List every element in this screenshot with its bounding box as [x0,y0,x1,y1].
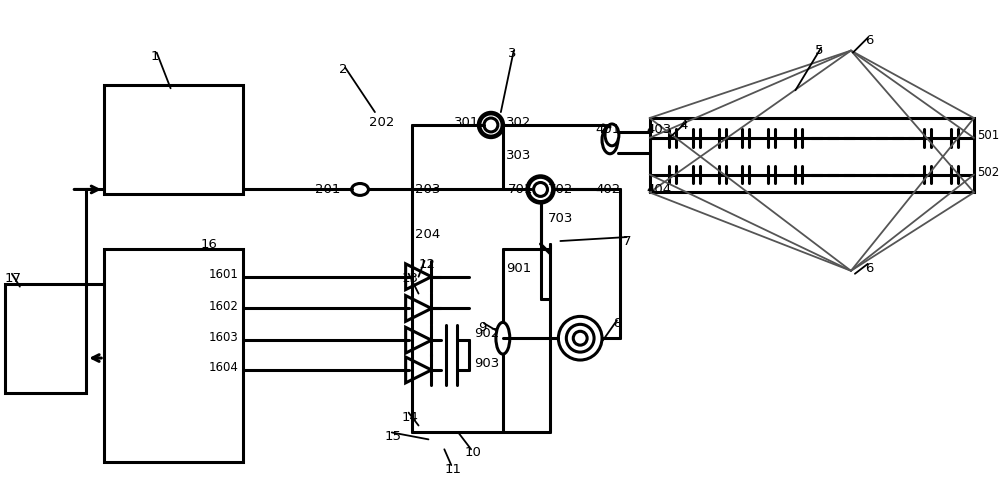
Text: 301: 301 [454,116,480,129]
Text: 5: 5 [815,43,824,57]
Text: 7: 7 [623,235,631,247]
Circle shape [534,183,547,197]
Bar [650,119,974,193]
Text: 1: 1 [151,49,159,62]
Text: 203: 203 [415,182,440,195]
Ellipse shape [605,125,619,146]
Text: 903: 903 [474,356,499,369]
Circle shape [484,119,498,133]
Text: 204: 204 [415,228,440,241]
Bar [104,86,243,195]
Ellipse shape [602,127,618,154]
Text: 1601: 1601 [208,267,238,280]
Text: 401: 401 [595,123,620,136]
Text: 201: 201 [315,182,341,195]
Text: 403: 403 [647,123,672,136]
Circle shape [528,177,553,203]
Circle shape [479,114,503,138]
Text: 501: 501 [977,129,999,142]
Text: 1603: 1603 [208,330,238,344]
Text: 703: 703 [547,212,573,225]
Text: 1604: 1604 [208,360,238,373]
Text: 404: 404 [647,182,672,195]
Text: 3: 3 [508,46,516,60]
Text: 13: 13 [402,271,419,284]
Ellipse shape [352,184,368,196]
Text: 9: 9 [478,321,486,334]
Bar [5,284,86,393]
Circle shape [558,317,602,360]
Bar [104,249,243,462]
Text: 202: 202 [369,116,394,129]
Text: 11: 11 [444,462,461,475]
Text: 14: 14 [402,410,419,423]
Text: 4: 4 [679,119,688,132]
Text: 702: 702 [547,182,573,195]
Text: 502: 502 [977,165,999,178]
Circle shape [566,325,594,352]
Text: 17: 17 [5,271,22,284]
Text: 16: 16 [200,238,217,250]
Ellipse shape [496,323,510,354]
Text: 303: 303 [506,148,531,162]
Text: 15: 15 [385,429,402,443]
Text: 901: 901 [506,261,531,274]
Text: 1602: 1602 [208,299,238,312]
Text: 402: 402 [595,182,620,195]
Text: 10: 10 [464,446,481,458]
Circle shape [573,331,587,346]
Text: 302: 302 [506,116,531,129]
Text: 2: 2 [339,63,348,76]
Text: 8: 8 [613,317,621,330]
Text: 701: 701 [508,182,533,195]
Text: 12: 12 [419,257,436,270]
Text: 6: 6 [865,261,873,274]
Text: 6: 6 [865,34,873,47]
Text: 902: 902 [474,326,499,340]
